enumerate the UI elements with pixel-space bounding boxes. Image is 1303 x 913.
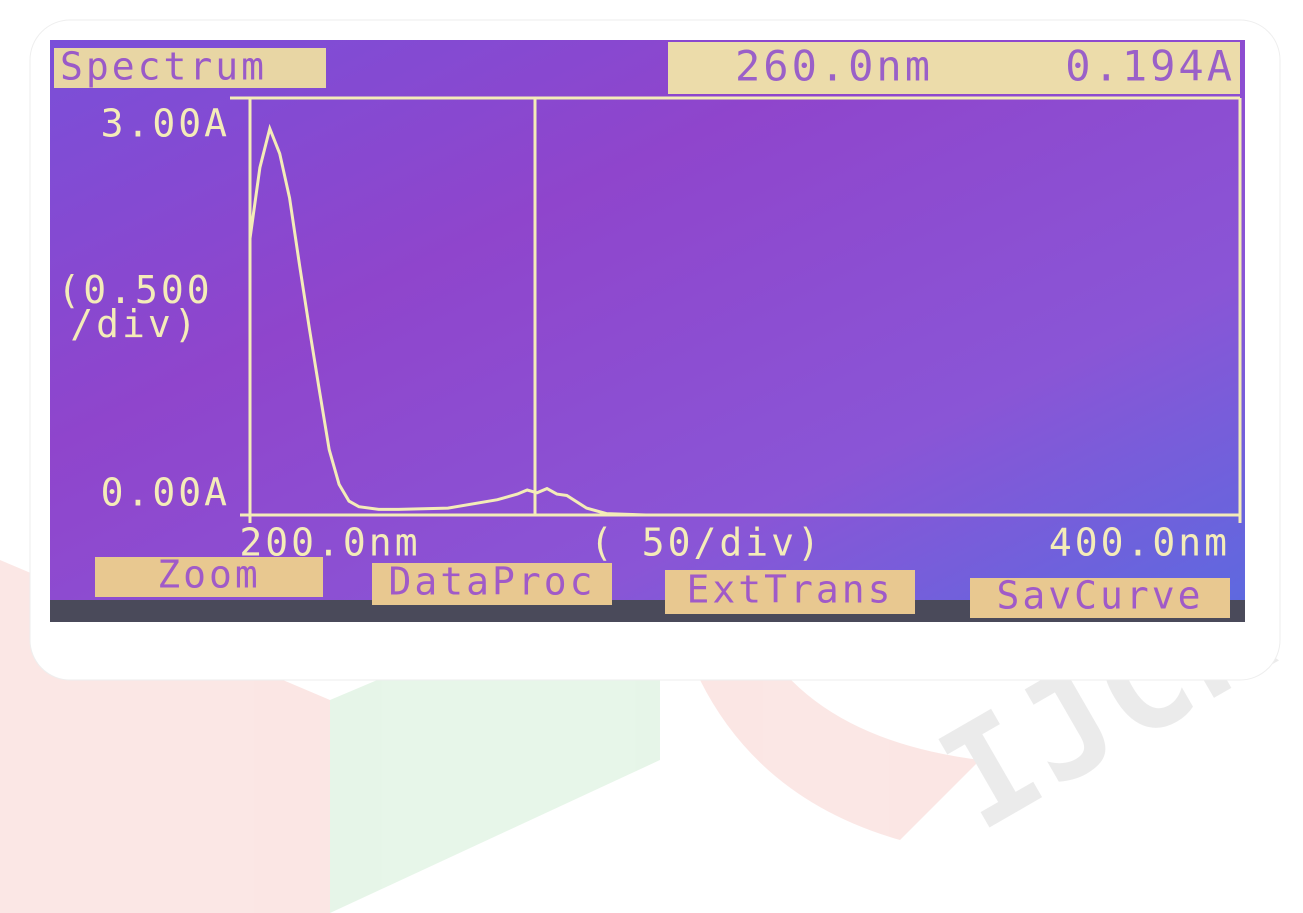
readout-wavelength: 260.0nm: [735, 42, 933, 91]
page: IJCR Spectrum 260.0nm 0.194A (0.500/div)…: [0, 0, 1303, 913]
button-label[interactable]: DataProc: [388, 560, 595, 604]
x-tick-label: 200.0nm: [239, 521, 420, 565]
button-label[interactable]: ExtTrans: [686, 568, 893, 612]
y-axis-label: (0.500/div): [57, 268, 212, 346]
screen-photo: IJCR Spectrum 260.0nm 0.194A (0.500/div)…: [0, 0, 1303, 913]
y-tick-label: 0.00A: [101, 471, 230, 515]
y-tick-label: 3.00A: [101, 102, 230, 146]
readout-absorbance: 0.194A: [1065, 42, 1235, 91]
x-axis-label: ( 50/div): [590, 521, 823, 565]
x-tick-label: 400.0nm: [1049, 521, 1230, 565]
title: Spectrum: [60, 45, 267, 89]
button-label[interactable]: SavCurve: [996, 574, 1203, 618]
